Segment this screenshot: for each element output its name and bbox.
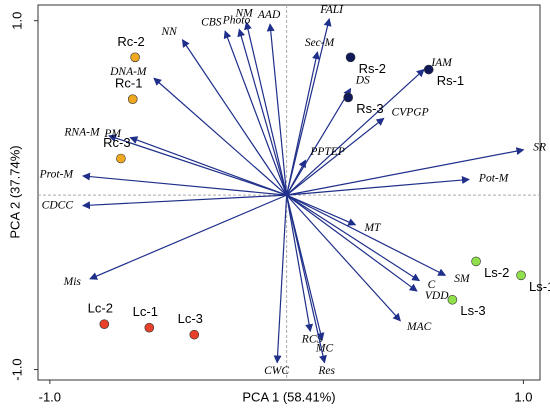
sample-point [343,92,353,103]
loading-arrow [286,194,418,292]
loading-arrow [286,147,525,196]
sample-label: Rs-3 [356,101,383,116]
sample-label: Ls-1 [529,279,550,294]
sample-label: Rs-1 [437,73,464,88]
loading-arrow [89,194,287,280]
loading-label: CDCC [42,200,74,212]
loading-label: Res [317,365,335,377]
loading-label: Prot-M [39,169,75,181]
sample-label: Lc-3 [178,311,203,326]
loading-label: C [428,279,436,291]
sample-label: Lc-1 [133,304,158,319]
sample-point [144,322,155,333]
loading-arrow [181,39,288,196]
loading-label: NM [234,7,254,19]
sample-point [423,64,434,75]
loading-arrow [286,87,352,196]
loading-arrow [286,176,470,196]
sample-point [471,256,481,267]
loading-label: FALI [319,4,344,16]
loading-label: SM [454,273,471,285]
x-tick-label: -1.0 [39,389,61,404]
loading-label: MAC [406,321,432,333]
loading-arrow [108,134,287,196]
loading-label: Sec-M [305,37,336,49]
loading-arrow [223,30,288,196]
loading-arrow [266,23,288,196]
loading-label: PPTEP [309,146,345,158]
loading-arrow [286,194,401,322]
sample-point [99,319,110,329]
y-tick-label: 1.0 [9,12,24,30]
loading-label: Photo [222,14,251,26]
sample-point [345,52,356,63]
loading-arrow [244,21,288,196]
loading-label: Pot-M [478,172,510,184]
loading-arrow [286,194,327,364]
loading-label: IAM [430,57,453,69]
sample-point [516,270,526,281]
loading-label: CWC [264,365,289,377]
loading-label: Mis [63,276,82,288]
loading-label: DS [355,75,370,87]
y-axis-label: PCA 2 (37.74%) [7,145,22,238]
loading-arrow [273,195,288,364]
loading-label: SR [533,142,546,154]
sample-point [130,52,140,63]
loading-arrow [286,159,307,196]
y-tick-label: -1.0 [9,358,24,380]
loading-arrow [81,172,287,196]
loading-label: RNA-M [63,127,101,139]
loading-label: CVPGP [392,106,429,118]
loading-arrow [286,68,425,196]
sample-label: Ls-2 [484,265,509,280]
loading-label: DNA-M [109,66,148,78]
loading-label: MT [363,222,382,234]
loading-arrow [286,194,357,226]
loading-arrow [129,136,287,196]
loading-label: VDD [425,290,449,302]
plot-frame [37,4,541,381]
loading-arrow [286,117,385,196]
sample-point [116,153,126,164]
loading-arrow [286,195,314,333]
loading-label: AAD [257,9,281,21]
loading-label: NN [161,26,179,38]
sample-label: Rc-3 [103,135,130,150]
sample-label: Lc-2 [88,301,113,316]
loading-arrow [286,17,332,196]
sample-point [447,294,458,305]
sample-label: Ls-3 [460,303,485,318]
x-tick-label: 1.0 [514,389,532,404]
sample-point [127,94,138,104]
loading-arrow [237,28,288,196]
x-axis-label: PCA 1 (58.41%) [242,389,335,404]
loading-arrow [286,194,421,282]
sample-label: Rc-1 [115,76,142,91]
sample-label: Rs-2 [359,61,386,76]
loading-arrow [81,194,287,210]
loading-label: PM [103,128,122,140]
sample-label: Rc-2 [117,34,144,49]
loading-label: MC [315,342,334,354]
loading-label: CBS [201,16,222,28]
loading-arrow [286,51,320,196]
loading-arrow [153,77,288,196]
sample-point [189,329,200,340]
loading-arrow [286,194,447,276]
